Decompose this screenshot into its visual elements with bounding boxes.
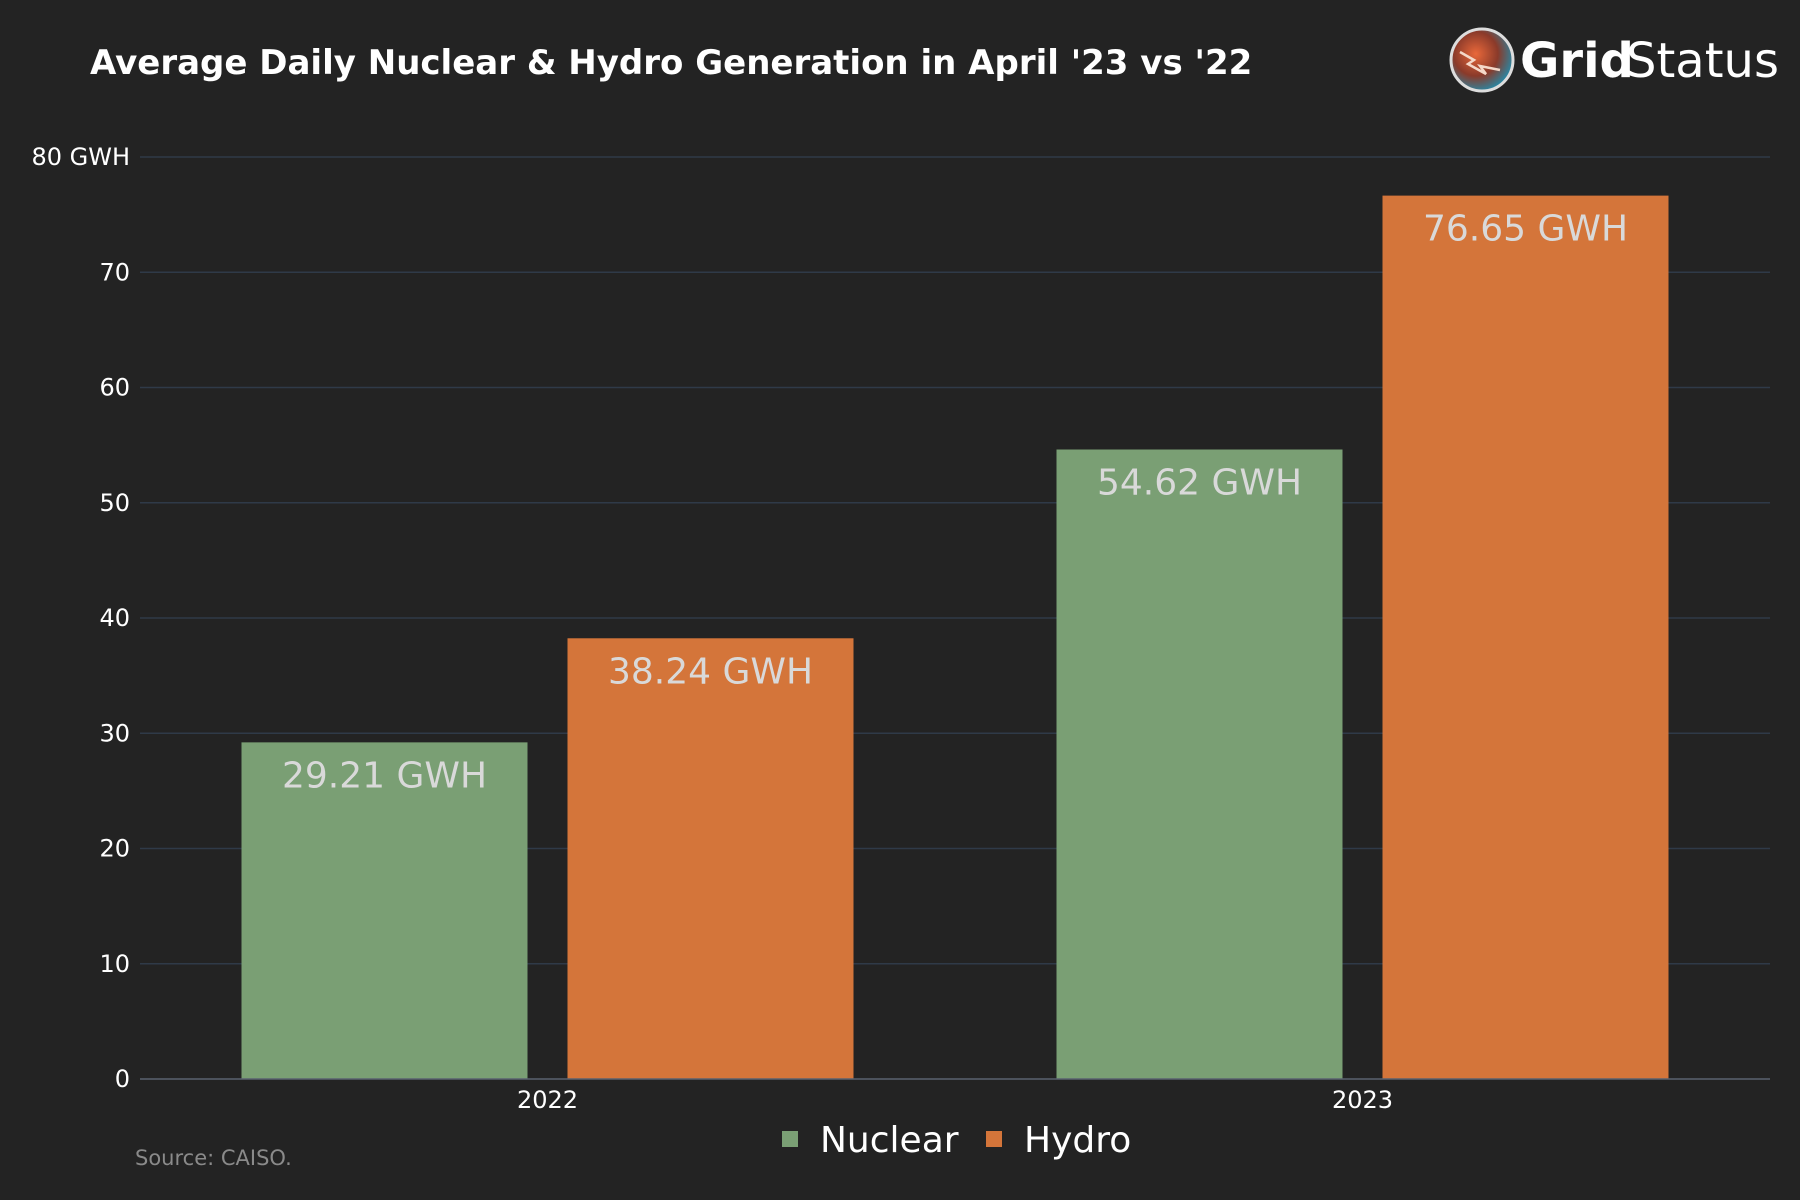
- y-tick-label: 80 GWH: [31, 143, 130, 171]
- y-tick-label: 60: [99, 374, 130, 402]
- brand-name-light: Status: [1626, 33, 1779, 89]
- bar-value-label: 29.21 GWH: [282, 755, 487, 796]
- y-axis: 0 10 20 30 40 50 60 70 80 GWH: [31, 143, 130, 1093]
- bar-nuclear-2022: [241, 742, 528, 1079]
- legend-label-nuclear: Nuclear: [820, 1120, 959, 1161]
- y-tick-label: 70: [99, 258, 130, 286]
- bars: [241, 195, 1669, 1079]
- legend-swatch-hydro: [986, 1131, 1002, 1147]
- bar-value-label: 38.24 GWH: [608, 651, 813, 692]
- y-tick-label: 40: [99, 604, 130, 632]
- globe-icon: [1449, 27, 1515, 93]
- x-axis: 2022 2023: [517, 1086, 1393, 1114]
- y-tick-label: 30: [99, 719, 130, 747]
- y-tick-label: 0: [115, 1065, 130, 1093]
- y-tick-label: 10: [99, 950, 130, 978]
- bar-labels: 29.21 GWH 38.24 GWH 54.62 GWH 76.65 GWH: [282, 209, 1628, 797]
- x-tick-label: 2023: [1332, 1086, 1393, 1114]
- bar-value-label: 54.62 GWH: [1097, 463, 1302, 504]
- brand-name-bold: Grid: [1520, 33, 1634, 89]
- chart-title: Average Daily Nuclear & Hydro Generation…: [90, 43, 1252, 83]
- bar-hydro-2022: [567, 638, 854, 1079]
- lightning-icon: [1459, 50, 1501, 76]
- bar-value-label: 76.65 GWH: [1423, 209, 1628, 250]
- legend-swatch-nuclear: [782, 1131, 798, 1147]
- y-tick-label: 20: [99, 835, 130, 863]
- brand-logo: Grid Status: [1449, 27, 1779, 93]
- legend: Nuclear Hydro: [782, 1120, 1131, 1161]
- legend-label-hydro: Hydro: [1024, 1120, 1131, 1161]
- x-tick-label: 2022: [517, 1086, 578, 1114]
- y-tick-label: 50: [99, 489, 130, 517]
- bar-hydro-2023: [1382, 195, 1669, 1079]
- source-note: Source: CAISO.: [135, 1146, 292, 1170]
- bar-nuclear-2023: [1056, 449, 1343, 1079]
